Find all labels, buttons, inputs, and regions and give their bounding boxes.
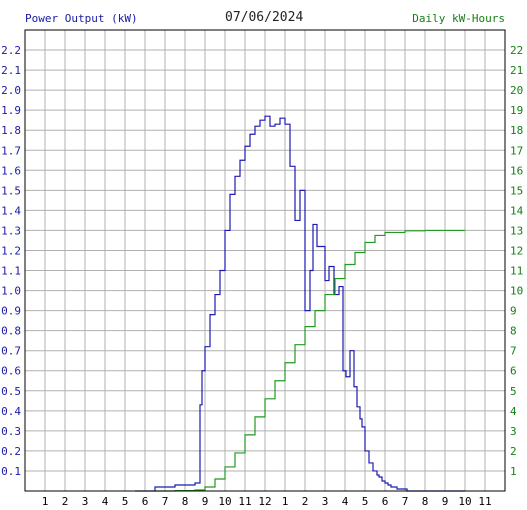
chart-date-title: 07/06/2024 xyxy=(225,10,304,25)
y-left-tick-label: 1.0 xyxy=(1,285,21,298)
y-left-tick-label: 2.0 xyxy=(1,84,21,97)
y-right-tick-label: 1 xyxy=(510,465,517,478)
y-right-tick-label: 3 xyxy=(510,425,517,438)
y-right-tick-label: 13 xyxy=(510,224,523,237)
y-right-tick-label: 20 xyxy=(510,84,523,97)
y-right-tick-label: 14 xyxy=(510,204,524,217)
x-tick-label: 6 xyxy=(142,495,149,508)
y-right-tick-label: 19 xyxy=(510,104,523,117)
x-tick-label: 1 xyxy=(282,495,289,508)
y-right-tick-label: 12 xyxy=(510,244,523,257)
left-axis-title: Power Output (kW) xyxy=(25,12,138,25)
y-right-tick-label: 15 xyxy=(510,184,523,197)
grid xyxy=(25,30,505,491)
x-tick-label: 6 xyxy=(382,495,389,508)
y-left-tick-label: 1.8 xyxy=(1,124,21,137)
x-tick-label: 7 xyxy=(402,495,409,508)
y-left-tick-label: 0.5 xyxy=(1,385,21,398)
x-tick-label: 12 xyxy=(258,495,271,508)
x-tick-label: 4 xyxy=(102,495,109,508)
y-left-tick-label: 0.8 xyxy=(1,325,21,338)
y-right-tick-label: 5 xyxy=(510,385,517,398)
right-axis-title: Daily kW-Hours xyxy=(412,12,505,25)
y-right-tick-label: 16 xyxy=(510,164,523,177)
y-right-tick-label: 11 xyxy=(510,265,523,278)
y-left-tick-label: 1.6 xyxy=(1,164,21,177)
y-left-tick-label: 1.4 xyxy=(1,204,21,217)
x-tick-label: 8 xyxy=(182,495,189,508)
y-left-tick-label: 1.1 xyxy=(1,265,21,278)
y-right-tick-label: 22 xyxy=(510,44,523,57)
x-tick-label: 4 xyxy=(342,495,349,508)
x-tick-label: 5 xyxy=(362,495,369,508)
y-right-tick-label: 18 xyxy=(510,124,523,137)
y-left-tick-label: 0.7 xyxy=(1,345,21,358)
x-tick-label: 9 xyxy=(202,495,209,508)
power-output-line xyxy=(135,115,465,492)
plot-frame xyxy=(24,29,506,492)
y-left-tick-label: 1.2 xyxy=(1,244,21,257)
y-left-tick-label: 0.6 xyxy=(1,365,21,378)
series-layer xyxy=(135,115,465,492)
daily-kwh-line xyxy=(155,229,465,492)
y-right-tick-label: 2 xyxy=(510,445,517,458)
y-right-tick-label: 8 xyxy=(510,325,517,338)
y-right-tick-label: 7 xyxy=(510,345,517,358)
y-left-tick-label: 1.3 xyxy=(1,224,21,237)
x-tick-label: 3 xyxy=(322,495,329,508)
y-left-tick-label: 1.5 xyxy=(1,184,21,197)
y-right-tick-label: 17 xyxy=(510,144,523,157)
x-tick-label: 8 xyxy=(422,495,429,508)
y-left-tick-label: 1.7 xyxy=(1,144,21,157)
x-tick-label: 7 xyxy=(162,495,169,508)
x-tick-label: 2 xyxy=(302,495,309,508)
x-tick-label: 1 xyxy=(42,495,49,508)
x-tick-label: 11 xyxy=(238,495,251,508)
x-tick-label: 11 xyxy=(478,495,491,508)
y-right-tick-label: 6 xyxy=(510,365,517,378)
x-tick-label: 5 xyxy=(122,495,129,508)
x-tick-label: 10 xyxy=(218,495,231,508)
y-right-tick-label: 21 xyxy=(510,64,523,77)
y-right-tick-label: 10 xyxy=(510,285,523,298)
y-left-tick-label: 2.2 xyxy=(1,44,21,57)
y-left-tick-label: 0.9 xyxy=(1,305,21,318)
y-left-tick-label: 0.3 xyxy=(1,425,21,438)
x-tick-label: 9 xyxy=(442,495,449,508)
y-left-tick-label: 0.2 xyxy=(1,445,21,458)
y-left-tick-label: 1.9 xyxy=(1,104,21,117)
y-left-tick-label: 0.1 xyxy=(1,465,21,478)
axis-layer: 1 2 3 4 5 6 7 8 9 10 11 12 1 2 3 4 5 6 7 8 9 10 110.10.20.30.4… xyxy=(1,44,523,508)
y-left-tick-label: 0.4 xyxy=(1,405,21,418)
y-left-tick-label: 2.1 xyxy=(1,64,21,77)
x-tick-label: 2 xyxy=(62,495,69,508)
y-right-tick-label: 4 xyxy=(510,405,517,418)
x-tick-label: 10 xyxy=(458,495,471,508)
y-right-tick-label: 9 xyxy=(510,305,517,318)
x-tick-label: 3 xyxy=(82,495,89,508)
